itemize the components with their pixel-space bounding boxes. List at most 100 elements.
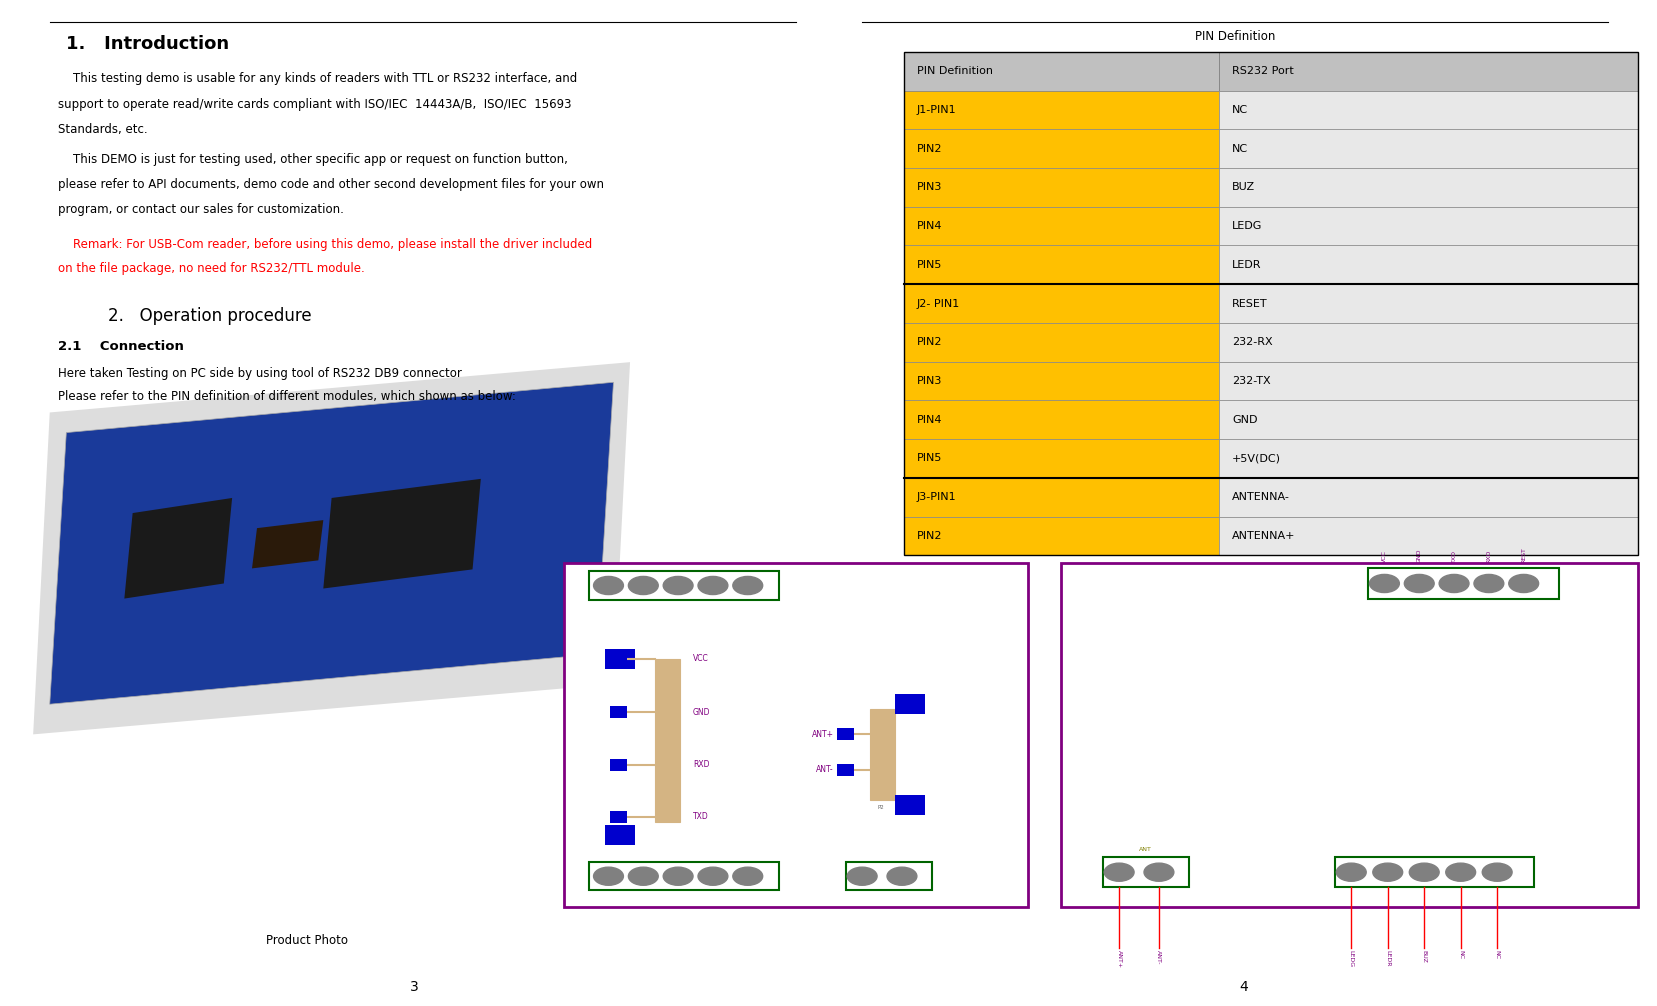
Bar [610, 653, 626, 665]
Text: RXD: RXD [693, 761, 709, 769]
Text: J3-PIN1: J3-PIN1 [916, 492, 956, 502]
Text: LEDR: LEDR [1231, 260, 1261, 270]
Bar [588, 862, 779, 890]
Bar [605, 825, 635, 845]
Text: please refer to API documents, demo code and other second development files for : please refer to API documents, demo code… [58, 178, 603, 191]
Text: TXD: TXD [1450, 550, 1457, 563]
Bar [903, 400, 1218, 440]
Circle shape [732, 867, 762, 885]
Bar [1218, 400, 1637, 440]
Bar [870, 709, 895, 800]
Circle shape [628, 867, 658, 885]
Circle shape [886, 867, 916, 885]
Text: RESET: RESET [1231, 299, 1266, 309]
Text: PIN Definition: PIN Definition [1195, 30, 1274, 43]
Circle shape [663, 867, 693, 885]
Text: Here taken Testing on PC side by using tool of RS232 DB9 connector: Here taken Testing on PC side by using t… [58, 367, 462, 380]
Bar [1218, 245, 1637, 285]
Bar [1218, 91, 1637, 130]
Bar [1218, 517, 1637, 555]
Text: VCC: VCC [693, 655, 708, 663]
Bar [903, 168, 1218, 207]
Text: This DEMO is just for testing used, other specific app or request on function bu: This DEMO is just for testing used, othe… [58, 153, 568, 166]
Text: J2- PIN1: J2- PIN1 [916, 299, 959, 309]
Bar [903, 362, 1218, 400]
Bar [903, 440, 1218, 478]
Circle shape [1445, 863, 1475, 881]
Text: PIN2: PIN2 [916, 531, 941, 541]
Circle shape [732, 576, 762, 595]
Circle shape [847, 867, 877, 885]
Bar [903, 478, 1218, 517]
Bar [610, 811, 626, 823]
Circle shape [1508, 574, 1538, 593]
Text: program, or contact our sales for customization.: program, or contact our sales for custom… [58, 203, 343, 216]
Bar [845, 862, 931, 890]
Text: RXD: RXD [1485, 550, 1491, 563]
Circle shape [593, 867, 623, 885]
Text: PIN4: PIN4 [916, 414, 941, 425]
Text: GND: GND [1415, 549, 1422, 563]
Text: 232-RX: 232-RX [1231, 337, 1273, 347]
Text: PIN2: PIN2 [916, 144, 941, 154]
Circle shape [1408, 863, 1438, 881]
Text: BUZ: BUZ [1420, 950, 1427, 963]
Text: ANTENNA+: ANTENNA+ [1231, 531, 1294, 541]
Bar [1218, 362, 1637, 400]
Text: VCC: VCC [1380, 550, 1387, 563]
Bar [903, 207, 1218, 245]
Circle shape [1369, 574, 1399, 593]
Bar [1218, 323, 1637, 362]
Text: 2.1    Connection: 2.1 Connection [58, 340, 184, 353]
Bar [903, 52, 1637, 555]
Bar [1218, 285, 1637, 323]
Text: BUZ: BUZ [1231, 182, 1254, 192]
Text: +5V(DC): +5V(DC) [1231, 454, 1281, 464]
Polygon shape [323, 479, 481, 589]
Text: GND: GND [1231, 414, 1256, 425]
Bar [895, 694, 925, 714]
Text: PIN2: PIN2 [916, 337, 941, 347]
Circle shape [593, 576, 623, 595]
Bar [903, 52, 1218, 91]
Text: TXD: TXD [693, 813, 708, 821]
Bar [655, 659, 679, 822]
Bar [1334, 857, 1533, 887]
Text: Please refer to the PIN definition of different modules, which shown as below:: Please refer to the PIN definition of di… [58, 390, 515, 403]
Circle shape [698, 867, 727, 885]
Bar [1367, 568, 1558, 599]
Text: Product Photo: Product Photo [265, 934, 348, 947]
Text: REST: REST [1519, 547, 1526, 563]
Text: Standards, etc.: Standards, etc. [58, 123, 147, 136]
Bar [605, 649, 635, 669]
Circle shape [663, 576, 693, 595]
Polygon shape [124, 498, 232, 599]
Bar [1218, 478, 1637, 517]
Text: on the file package, no need for RS232/TTL module.: on the file package, no need for RS232/T… [58, 262, 365, 275]
Bar [837, 764, 853, 776]
Text: ANT-: ANT- [1155, 950, 1162, 964]
Bar [903, 323, 1218, 362]
Polygon shape [33, 362, 630, 734]
Circle shape [628, 576, 658, 595]
Circle shape [1438, 574, 1468, 593]
Text: NC: NC [1457, 950, 1463, 959]
Text: PIN5: PIN5 [916, 454, 941, 464]
Text: PIN4: PIN4 [916, 221, 941, 231]
Bar [1218, 207, 1637, 245]
Bar [837, 728, 853, 740]
Text: NC: NC [1493, 950, 1500, 959]
Circle shape [1104, 863, 1133, 881]
Bar [903, 130, 1218, 168]
Text: J1-PIN1: J1-PIN1 [916, 105, 956, 115]
Bar [903, 245, 1218, 285]
Text: NC: NC [1231, 105, 1248, 115]
Text: RS232 Port: RS232 Port [1231, 66, 1292, 76]
Text: 4: 4 [1238, 980, 1248, 994]
Text: Remark: For USB-Com reader, before using this demo, please install the driver in: Remark: For USB-Com reader, before using… [58, 238, 592, 252]
Bar [1102, 857, 1188, 887]
Text: GND: GND [693, 708, 711, 716]
Bar [1060, 563, 1637, 907]
Polygon shape [252, 520, 323, 568]
Text: LEDR: LEDR [1384, 950, 1390, 966]
